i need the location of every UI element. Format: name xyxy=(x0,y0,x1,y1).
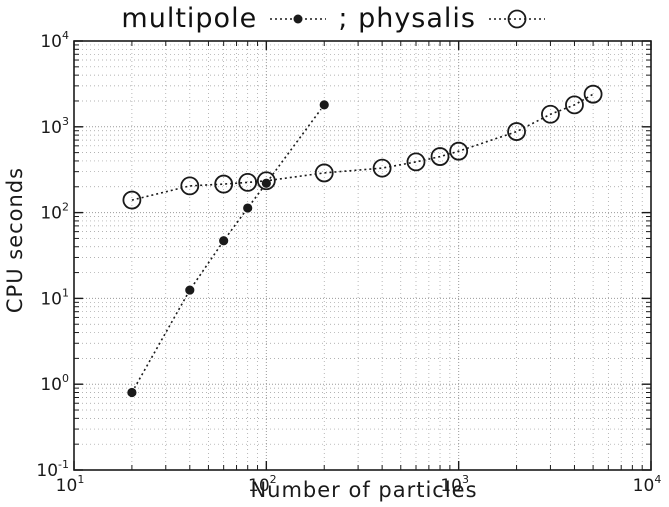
x-axis-label: Number of particles xyxy=(250,478,477,502)
legend-marker-physalis xyxy=(488,9,545,28)
x-tick-exponent: 2 xyxy=(270,473,277,486)
x-tick-label: 104 xyxy=(633,473,662,496)
plot-frame xyxy=(73,40,652,471)
physalis-point xyxy=(372,158,392,178)
y-axis-label: CPU seconds xyxy=(3,167,27,313)
y-tick-exponent: 3 xyxy=(62,115,69,128)
y-tick-label: 104 xyxy=(40,29,69,52)
multipole-point xyxy=(126,387,138,398)
y-tick-label: 101 xyxy=(40,286,69,309)
y-tick-label: 103 xyxy=(40,115,69,138)
y-tick-base: 10 xyxy=(40,204,62,224)
legend-marker-multipole xyxy=(269,14,326,23)
physalis-point xyxy=(122,190,142,210)
legend-label-physalis: physalis xyxy=(358,3,476,34)
y-tick-base: 10 xyxy=(40,375,62,395)
y-tick-label: 100 xyxy=(40,372,69,395)
multipole-point xyxy=(184,284,196,296)
y-tick-exponent: 4 xyxy=(62,29,69,42)
x-tick-base: 10 xyxy=(633,476,655,496)
physalis-point xyxy=(583,84,603,104)
physalis-point xyxy=(430,147,450,166)
physalis-point xyxy=(238,172,258,192)
physalis-point xyxy=(449,141,469,161)
x-tick-base: 10 xyxy=(440,476,462,496)
multipole-line xyxy=(131,104,325,393)
physalis-point xyxy=(256,171,276,191)
physalis-point xyxy=(565,95,584,115)
y-tick-exponent: 0 xyxy=(62,372,69,385)
physalis-point xyxy=(314,163,334,183)
y-tick-exponent: 2 xyxy=(62,201,69,214)
y-tick-exponent: 1 xyxy=(62,286,69,299)
legend-separator: ; xyxy=(338,3,349,34)
x-tick-label: 102 xyxy=(248,473,277,496)
x-tick-exponent: 3 xyxy=(462,473,469,486)
grid-lines xyxy=(74,41,651,470)
multipole-point xyxy=(218,235,230,247)
x-tick-label: 103 xyxy=(440,473,469,496)
physalis-point xyxy=(214,174,234,194)
y-tick-base: 10 xyxy=(36,461,58,481)
y-tick-label: 10-1 xyxy=(36,458,69,481)
series-physalis xyxy=(122,84,603,210)
physalis-line xyxy=(131,93,594,201)
physalis-point xyxy=(507,122,526,141)
multipole-point xyxy=(318,99,330,111)
data-series xyxy=(122,84,603,398)
y-tick-base: 10 xyxy=(40,289,62,309)
multipole-point xyxy=(260,177,272,189)
x-tick-label: 101 xyxy=(56,473,85,496)
y-tick-base: 10 xyxy=(40,118,62,138)
x-tick-base: 10 xyxy=(56,476,78,496)
x-tick-exponent: 4 xyxy=(654,473,661,486)
multipole-point xyxy=(242,202,254,214)
physalis-point xyxy=(180,176,200,196)
physalis-point xyxy=(541,104,560,124)
physalis-point xyxy=(406,152,426,172)
x-tick-exponent: 1 xyxy=(77,473,84,486)
y-tick-exponent: -1 xyxy=(58,458,69,471)
x-tick-base: 10 xyxy=(248,476,270,496)
series-multipole xyxy=(126,99,330,398)
chart-legend: multipole ; physalis xyxy=(0,2,669,34)
legend-label-multipole: multipole xyxy=(121,3,258,34)
y-tick-label: 102 xyxy=(40,201,69,224)
y-tick-base: 10 xyxy=(40,32,62,52)
